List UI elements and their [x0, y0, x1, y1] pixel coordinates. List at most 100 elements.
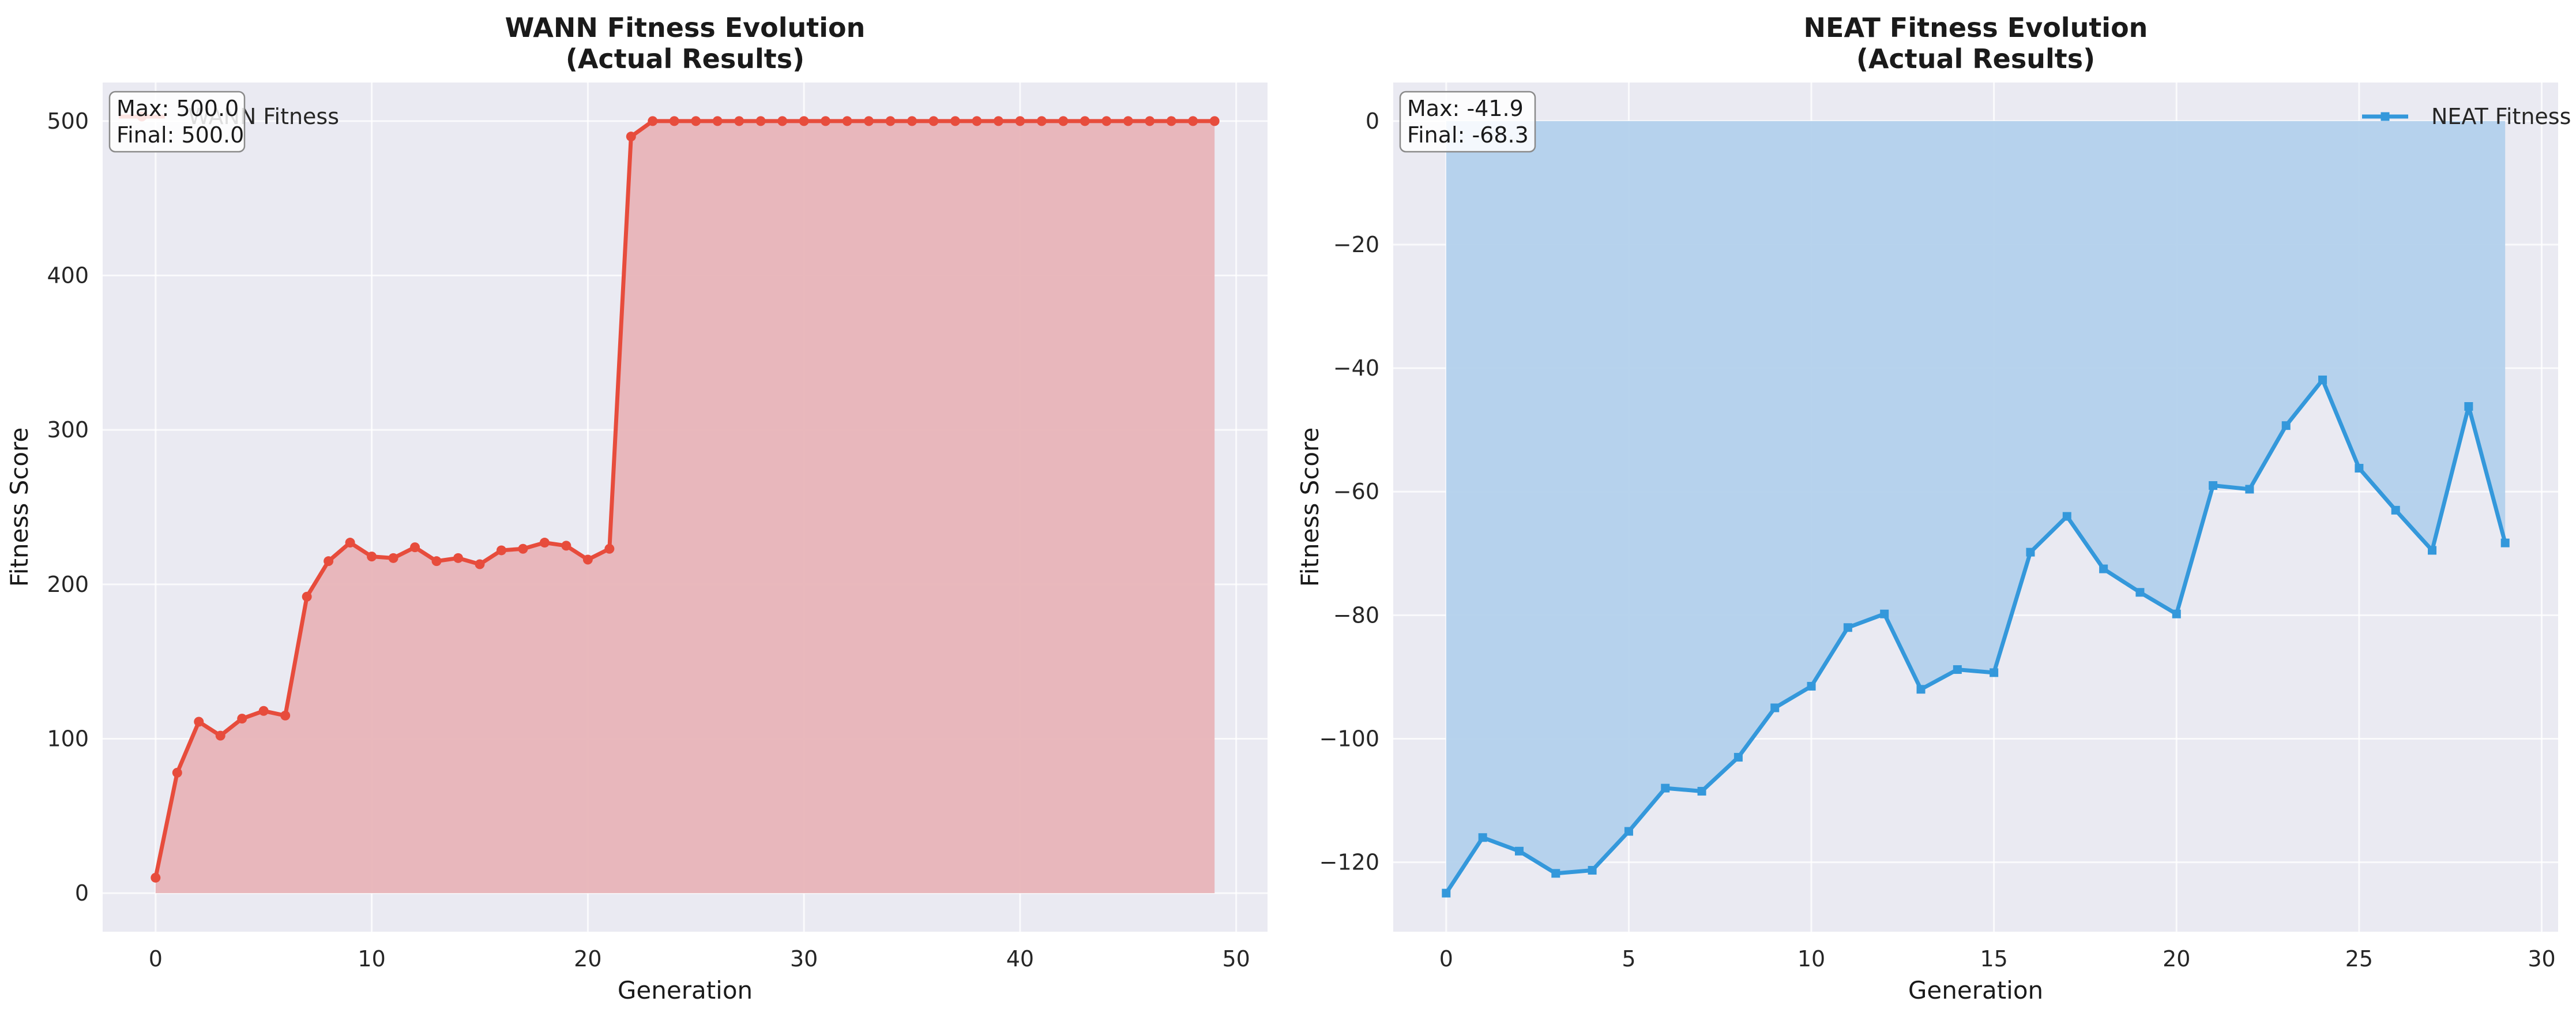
- neat-data-point: [2318, 375, 2327, 384]
- wann-data-point: [950, 116, 960, 126]
- wann-y-tick-label: 100: [47, 726, 89, 751]
- wann-data-point: [712, 116, 723, 126]
- neat-data-point: [2172, 609, 2181, 618]
- wann-chart-title: WANN Fitness Evolution: [505, 12, 866, 43]
- wann-data-point: [777, 116, 788, 126]
- neat-y-tick-label: 0: [1366, 108, 1379, 134]
- wann-x-axis-label: Generation: [618, 976, 753, 1004]
- neat-data-point: [2135, 588, 2145, 597]
- neat-x-tick-label: 20: [2163, 946, 2190, 972]
- neat-data-point: [1990, 668, 1999, 677]
- neat-data-point: [2099, 564, 2108, 573]
- neat-data-point: [1514, 846, 1524, 856]
- neat-panel: NEAT Fitness Evolution (Actual Results) …: [1296, 12, 2571, 1004]
- wann-stat-max: Max: 500.0: [116, 96, 239, 121]
- wann-chart-subtitle: (Actual Results): [566, 43, 804, 74]
- wann-data-point: [258, 706, 269, 716]
- wann-data-point: [864, 116, 874, 126]
- wann-data-point: [539, 538, 550, 548]
- neat-series-line: [1444, 377, 2507, 895]
- neat-data-point: [1770, 703, 1780, 712]
- neat-data-point: [1697, 786, 1706, 796]
- neat-data-point: [2464, 402, 2473, 411]
- neat-data-point: [1807, 681, 1816, 691]
- wann-data-point: [669, 116, 679, 126]
- neat-data-point: [2500, 538, 2510, 548]
- wann-data-point: [324, 556, 334, 567]
- wann-data-point: [453, 553, 463, 563]
- wann-data-point: [215, 730, 225, 741]
- wann-data-point: [993, 116, 1003, 126]
- wann-data-point: [1166, 116, 1176, 126]
- wann-data-point: [972, 116, 982, 126]
- neat-data-point: [1843, 623, 1852, 632]
- wann-x-tick-label: 50: [1222, 946, 1250, 972]
- neat-data-point: [2209, 481, 2218, 490]
- wann-fill-area: [155, 121, 1215, 894]
- wann-data-point: [475, 559, 485, 569]
- neat-x-tick-label: 15: [1980, 946, 2007, 972]
- neat-data-point: [2026, 548, 2035, 557]
- wann-y-tick-label: 500: [47, 108, 89, 134]
- wann-data-point: [237, 714, 247, 724]
- neat-y-axis-label: Fitness Score: [1296, 427, 1324, 587]
- neat-chart-title: NEAT Fitness Evolution: [1804, 12, 2148, 43]
- neat-y-tick-label: −40: [1333, 355, 1379, 381]
- wann-data-point: [885, 116, 896, 126]
- wann-data-point: [755, 116, 766, 126]
- neat-y-tick-label: −80: [1333, 602, 1379, 628]
- neat-data-point: [1478, 833, 1487, 842]
- wann-stats-box: [108, 91, 246, 153]
- neat-x-tick-label: 25: [2345, 946, 2373, 972]
- neat-legend-marker: [2381, 112, 2390, 121]
- neat-y-tick-label: −20: [1333, 232, 1379, 257]
- neat-x-tick-label: 5: [1622, 946, 1635, 972]
- neat-x-tick-label: 30: [2528, 946, 2555, 972]
- wann-x-tick-label: 0: [149, 946, 163, 972]
- wann-data-point: [1015, 116, 1025, 126]
- wann-data-point: [302, 591, 312, 602]
- neat-y-tick-label: −120: [1319, 850, 1379, 875]
- wann-data-point: [1036, 116, 1047, 126]
- wann-x-tick-label: 40: [1006, 946, 1034, 972]
- neat-data-point: [1588, 865, 1597, 875]
- wann-data-point: [561, 541, 571, 551]
- wann-stat-final: Final: 500.0: [116, 122, 244, 148]
- neat-chart-subtitle: (Actual Results): [1856, 43, 2095, 74]
- wann-data-point: [691, 116, 701, 126]
- wann-data-point: [172, 767, 182, 778]
- wann-data-point: [280, 710, 291, 721]
- wann-data-point: [604, 543, 615, 554]
- wann-x-tick-label: 30: [790, 946, 818, 972]
- wann-y-axis-label: Fitness Score: [5, 427, 33, 587]
- neat-x-tick-label: 10: [1797, 946, 1825, 972]
- wann-data-point: [1188, 116, 1198, 126]
- neat-data-point: [2062, 512, 2071, 521]
- wann-data-point: [821, 116, 831, 126]
- wann-data-point: [842, 116, 852, 126]
- neat-x-axis-label: Generation: [1908, 976, 2043, 1004]
- wann-y-tick-label: 200: [47, 572, 89, 597]
- neat-legend-label: NEAT Fitness: [2431, 104, 2571, 129]
- wann-data-point: [907, 116, 917, 126]
- wann-data-point: [648, 116, 658, 126]
- wann-y-tick-label: 400: [47, 263, 89, 288]
- neat-data-point: [1880, 609, 1889, 618]
- neat-y-tick-label: −100: [1319, 726, 1379, 751]
- wann-data-point: [151, 872, 161, 883]
- wann-data-point: [345, 538, 355, 548]
- neat-stats-box: [1399, 91, 1536, 153]
- wann-data-point: [1101, 116, 1112, 126]
- neat-stat-max: Max: -41.9: [1407, 96, 1524, 121]
- wann-data-point: [431, 556, 442, 567]
- neat-x-tick-label: 0: [1439, 946, 1453, 972]
- wann-data-point: [1058, 116, 1069, 126]
- neat-fill-area: [1446, 121, 2506, 894]
- neat-data-point: [2428, 546, 2437, 555]
- wann-data-point: [367, 552, 377, 562]
- neat-data-point: [2391, 505, 2400, 515]
- wann-x-tick-label: 20: [574, 946, 601, 972]
- neat-data-point: [1442, 888, 1451, 898]
- neat-data-point: [1624, 827, 1633, 836]
- wann-y-tick-label: 0: [75, 880, 89, 906]
